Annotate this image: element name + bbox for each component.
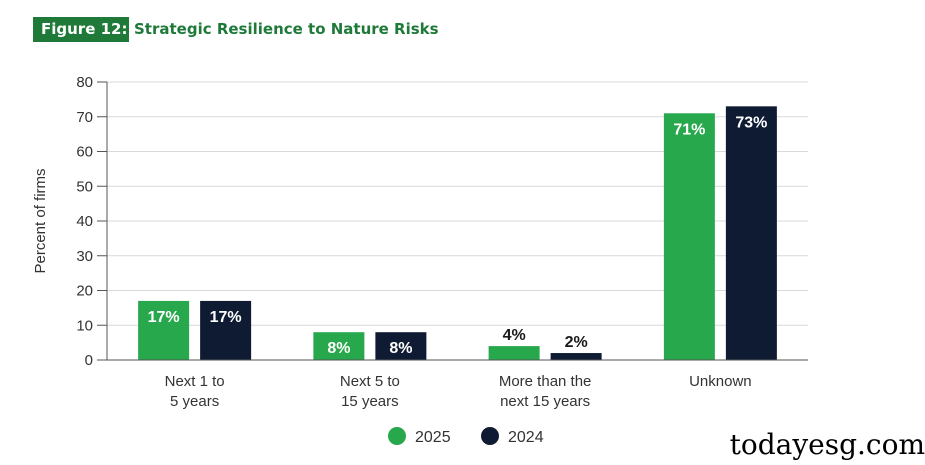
y-axis-label: Percent of firms — [32, 168, 49, 273]
data-label: 17% — [148, 309, 180, 326]
bar-2025 — [138, 300, 190, 360]
x-tick-label: Next 5 to — [340, 373, 400, 390]
x-tick-label: Next 1 to — [165, 373, 225, 390]
x-tick-label: next 15 years — [500, 393, 590, 410]
y-tick-label: 0 — [85, 352, 93, 369]
x-tick-label: 15 years — [341, 393, 399, 410]
y-tick-label: 80 — [76, 74, 93, 91]
y-tick-label: 40 — [76, 213, 93, 230]
y-tick-label: 20 — [76, 283, 93, 300]
legend-label: 2025 — [415, 429, 451, 446]
bar-2024 — [725, 106, 777, 360]
x-tick-label: More than the — [499, 373, 592, 390]
legend-swatch-2025 — [388, 427, 406, 445]
y-tick-label: 60 — [76, 144, 93, 161]
data-label: 73% — [735, 114, 767, 131]
y-tick-label: 30 — [76, 248, 93, 265]
legend-label: 2024 — [508, 429, 544, 446]
bar-2025 — [313, 332, 365, 360]
bar-2024 — [550, 353, 602, 360]
data-label: 17% — [210, 309, 242, 326]
x-tick-label: Unknown — [689, 373, 752, 390]
data-label: 8% — [327, 340, 350, 357]
y-tick-label: 50 — [76, 178, 93, 195]
bar-2024 — [200, 300, 252, 360]
figure-label: Figure 12: — [33, 17, 129, 42]
data-label: 4% — [503, 327, 526, 344]
bar-2025 — [663, 113, 715, 361]
bar-2025 — [488, 346, 540, 360]
watermark: todayesg.com — [690, 425, 925, 465]
y-tick-label: 70 — [76, 109, 93, 126]
x-tick-label: 5 years — [170, 393, 219, 410]
chart-title: Strategic Resilience to Nature Risks — [134, 20, 439, 38]
data-label: 2% — [565, 334, 588, 351]
data-label: 8% — [389, 340, 412, 357]
legend-swatch-2024 — [481, 427, 499, 445]
bar-2024 — [375, 332, 427, 360]
data-label: 71% — [673, 121, 705, 138]
y-tick-label: 10 — [76, 317, 93, 334]
